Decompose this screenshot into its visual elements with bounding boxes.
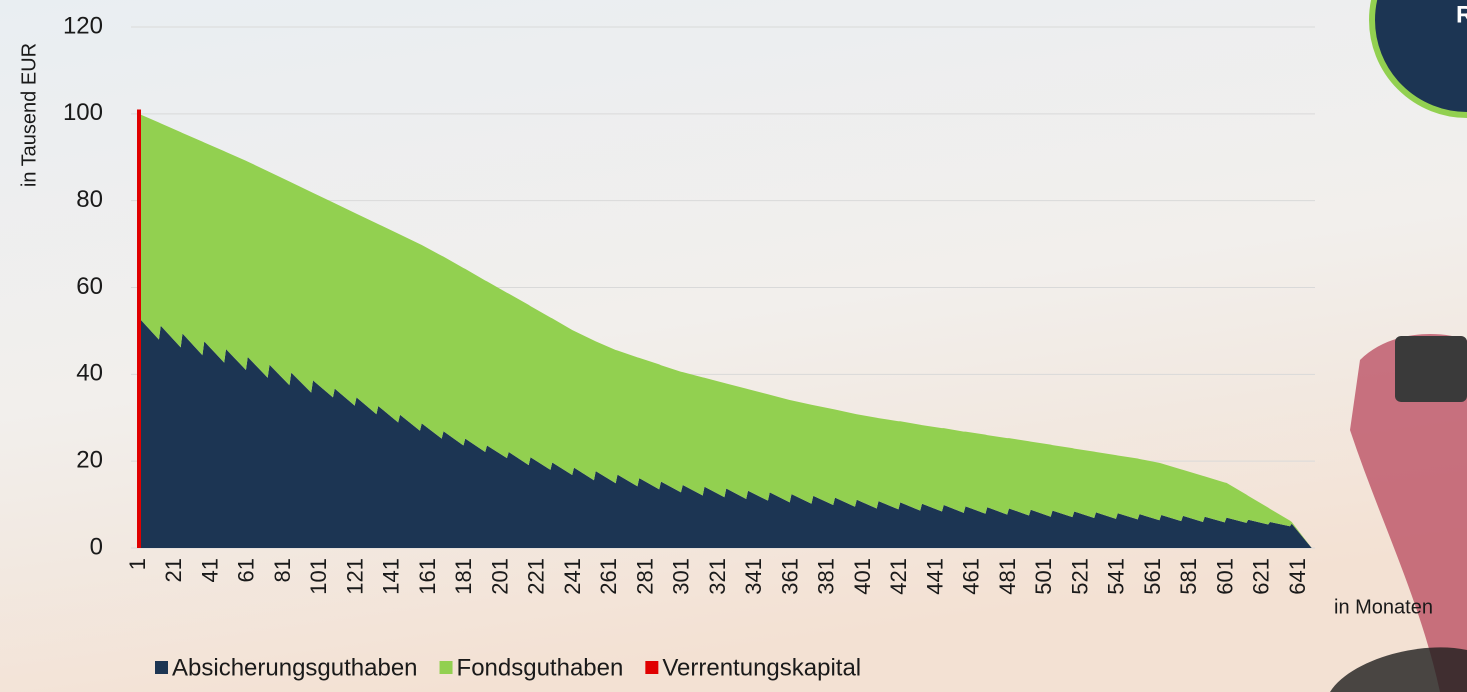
x-tick-label: 201 — [487, 558, 512, 595]
chart: R in Tausend EUR in Monaten 0 20 40 60 80 100… — [0, 0, 1467, 692]
x-tick-label: 161 — [415, 558, 440, 595]
x-tick-label: 621 — [1249, 558, 1274, 595]
x-tick-label: 541 — [1104, 558, 1129, 595]
x-tick-label: 261 — [596, 558, 621, 595]
legend-swatch — [645, 661, 658, 674]
x-tick-label: 601 — [1212, 558, 1237, 595]
x-tick-label: 581 — [1176, 558, 1201, 595]
legend: Absicherungsguthaben Fondsguthaben Verrent… — [155, 654, 861, 681]
x-tick-label: 421 — [886, 558, 911, 595]
badge-text: R — [1456, 1, 1467, 28]
legend-label: Absicherungsguthaben — [172, 654, 418, 681]
x-tick-label: 21 — [161, 558, 186, 582]
x-tick-label: 501 — [1031, 558, 1056, 595]
x-tick-label: 281 — [632, 558, 657, 595]
photo-phone — [1395, 336, 1467, 402]
x-axis-label: in Monaten — [1334, 596, 1433, 618]
x-tick-label: 381 — [814, 558, 839, 595]
y-tick-label: 120 — [63, 12, 103, 39]
x-tick-label: 441 — [922, 558, 947, 595]
legend-label: Fondsguthaben — [457, 654, 624, 681]
x-tick-label: 461 — [959, 558, 984, 595]
x-tick-label: 141 — [379, 558, 404, 595]
legend-swatch — [155, 661, 168, 674]
x-tick-label: 41 — [197, 558, 222, 582]
x-tick-label: 561 — [1140, 558, 1165, 595]
y-tick-label: 60 — [76, 273, 103, 300]
x-tick-label: 101 — [306, 558, 331, 595]
x-tick-label: 121 — [342, 558, 367, 595]
x-tick-label: 181 — [451, 558, 476, 595]
x-tick-label: 61 — [234, 558, 259, 582]
x-tick-label: 521 — [1067, 558, 1092, 595]
legend-swatch — [440, 661, 453, 674]
y-tick-label: 0 — [90, 533, 103, 560]
x-tick-label: 641 — [1285, 558, 1310, 595]
x-tick-label: 1 — [125, 558, 150, 570]
y-tick-label: 40 — [76, 360, 103, 387]
x-tick-label: 481 — [995, 558, 1020, 595]
legend-label: Verrentungskapital — [662, 654, 861, 681]
x-tick-label: 81 — [270, 558, 295, 582]
page: {"chart_data": { "type": "stacked-area",… — [0, 0, 1467, 692]
y-tick-label: 20 — [76, 447, 103, 474]
y-axis-label: in Tausend EUR — [18, 43, 40, 187]
y-tick-label: 80 — [76, 186, 103, 213]
y-tick-label: 100 — [63, 99, 103, 126]
x-tick-label: 321 — [705, 558, 730, 595]
x-tick-label: 341 — [741, 558, 766, 595]
x-tick-label: 361 — [777, 558, 802, 595]
x-tick-label: 221 — [524, 558, 549, 595]
x-tick-label: 401 — [850, 558, 875, 595]
x-tick-label: 301 — [669, 558, 694, 595]
x-tick-label: 241 — [560, 558, 585, 595]
